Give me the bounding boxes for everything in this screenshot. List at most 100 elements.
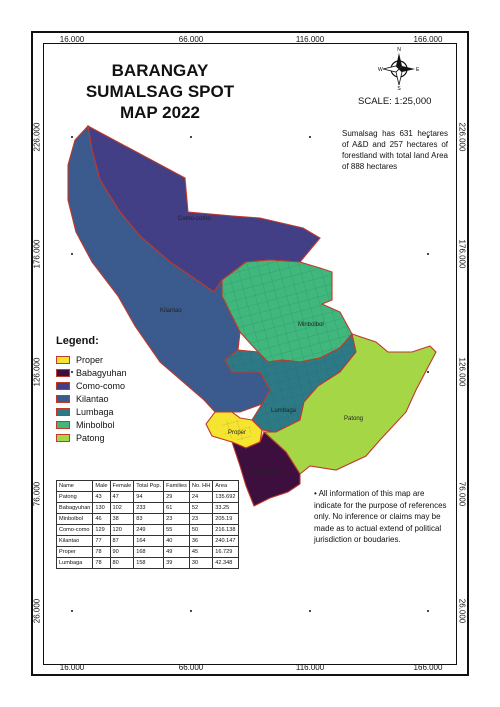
table-cell: 52 [188,502,214,514]
legend-item-kilantao: Kilantao [56,392,127,405]
table-cell: 61 [163,502,190,514]
table-cell: 36 [188,535,214,547]
table-cell: 24 [188,491,214,503]
compass-e-label: E [416,67,420,73]
table-cell: 43 [92,491,111,503]
map-inner-frame [43,43,457,665]
legend-item-proper: Proper [56,353,127,366]
grid-x-label-bottom: 166.000 [413,663,443,672]
legend-label: Minbolbol [76,419,115,430]
table-cell: 168 [133,546,165,558]
table-cell: 164 [133,535,165,547]
table-cell: Patong [55,491,94,503]
grid-x-label-bottom: 66.000 [178,663,204,672]
table-cell: 77 [92,535,111,547]
table-header: Area [212,480,239,492]
table-cell: 233 [133,502,165,514]
region-patong [262,333,437,475]
table-cell: 55 [163,524,190,536]
grid-mark [190,610,192,612]
region-label-babagyuhan: Babagyuhan [250,470,284,476]
disclaimer-text: All information of this map are indicate… [314,489,447,544]
grid-mark [71,253,73,255]
table-cell: Proper [55,546,94,558]
table-header: Female [109,480,135,492]
legend-swatch [56,355,70,364]
table-cell: 78 [92,557,111,569]
legend-swatch [56,420,70,429]
region-label-como-como: Como-como [178,216,211,222]
table-cell: 129 [92,524,111,536]
legend-label: Como-como [76,380,126,391]
table-cell: 38 [109,513,135,525]
table-cell: 47 [109,491,135,503]
table-cell: 23 [163,513,190,525]
table-cell: 39 [163,557,190,569]
legend-swatch [56,433,70,442]
legend-label: Lumbaga [76,406,114,417]
table-cell: Lumbaga [55,557,94,569]
legend-item-como-como: Como-como [56,379,127,392]
table-cell: 83 [133,513,165,525]
legend-swatch [56,407,70,416]
table-header: Total Pop. [133,480,165,492]
grid-x-label-bottom: 116.000 [295,663,325,672]
table-row: Minbolbol 46 38 83 23 23 205.19 [55,513,239,525]
grid-mark [71,136,73,138]
table-cell: 78 [92,546,111,558]
region-label-patong: Patong [344,416,363,422]
grid-x-label-top: 16.000 [59,35,85,44]
table-cell: Babagyuhan [55,502,94,514]
land-area-summary: Sumalsag has 631 hectares of A&D and 257… [342,129,448,171]
table-cell: 216.138 [212,524,239,536]
barangay-stats-table: Name Male Female Total Pop. Families No.… [55,480,239,569]
grid-mark [190,136,192,138]
table-row: Patong 43 47 94 29 24 135.692 [55,491,239,503]
grid-mark [427,253,429,255]
table-cell: 46 [92,513,111,525]
table-cell: 249 [133,524,165,536]
region-label-proper: Proper [228,430,246,436]
legend-label: Kilantao [76,393,109,404]
map-legend: Legend: Proper Babagyuhan Como-como Kila… [56,335,127,444]
table-cell: 23 [188,513,214,525]
region-label-minbolbol: Minbolbol [298,322,324,328]
legend-item-minbolbol: Minbolbol [56,418,127,431]
table-cell: 33.25 [212,502,239,514]
table-row: Como-como 129 120 249 55 50 216.138 [55,524,239,536]
legend-label: Patong [76,432,105,443]
region-label-kilantao: Kilantao [160,308,182,314]
table-cell: 240.147 [212,535,239,547]
grid-mark [309,136,311,138]
table-cell: 80 [109,557,135,569]
table-row: Babagyuhan 130 102 233 61 52 33.25 [55,502,239,514]
grid-mark [71,371,73,373]
map-outer-frame [31,31,469,676]
compass-n-label: N [397,47,401,53]
legend-title: Legend: [56,335,99,347]
table-cell: 135.692 [212,491,239,503]
table-cell: 94 [133,491,165,503]
table-header-row: Name Male Female Total Pop. Families No.… [55,480,239,492]
table-cell: 45 [188,546,214,558]
map-title: BARANGAY SUMALSAG SPOT MAP 2022 [70,60,250,123]
legend-item-lumbaga: Lumbaga [56,405,127,418]
map-title-line: BARANGAY [111,61,209,80]
grid-mark [427,136,429,138]
grid-mark [71,610,73,612]
region-label-lumbaga: Lumbaga [271,408,297,414]
table-cell: 90 [109,546,135,558]
legend-swatch [56,381,70,390]
table-header: Families [163,480,190,492]
legend-item-babagyuhan: Babagyuhan [56,366,127,379]
legend-label: Proper [76,354,104,365]
grid-x-label-top: 116.000 [295,35,325,44]
table-header: No. HH [188,480,214,492]
table-cell: 102 [109,502,135,514]
table-cell: 29 [163,491,190,503]
compass-rose-icon: N S W E [378,47,420,92]
grid-x-label-bottom: 16.000 [59,663,85,672]
table-header: Name [55,480,94,492]
legend-swatch [56,368,70,377]
